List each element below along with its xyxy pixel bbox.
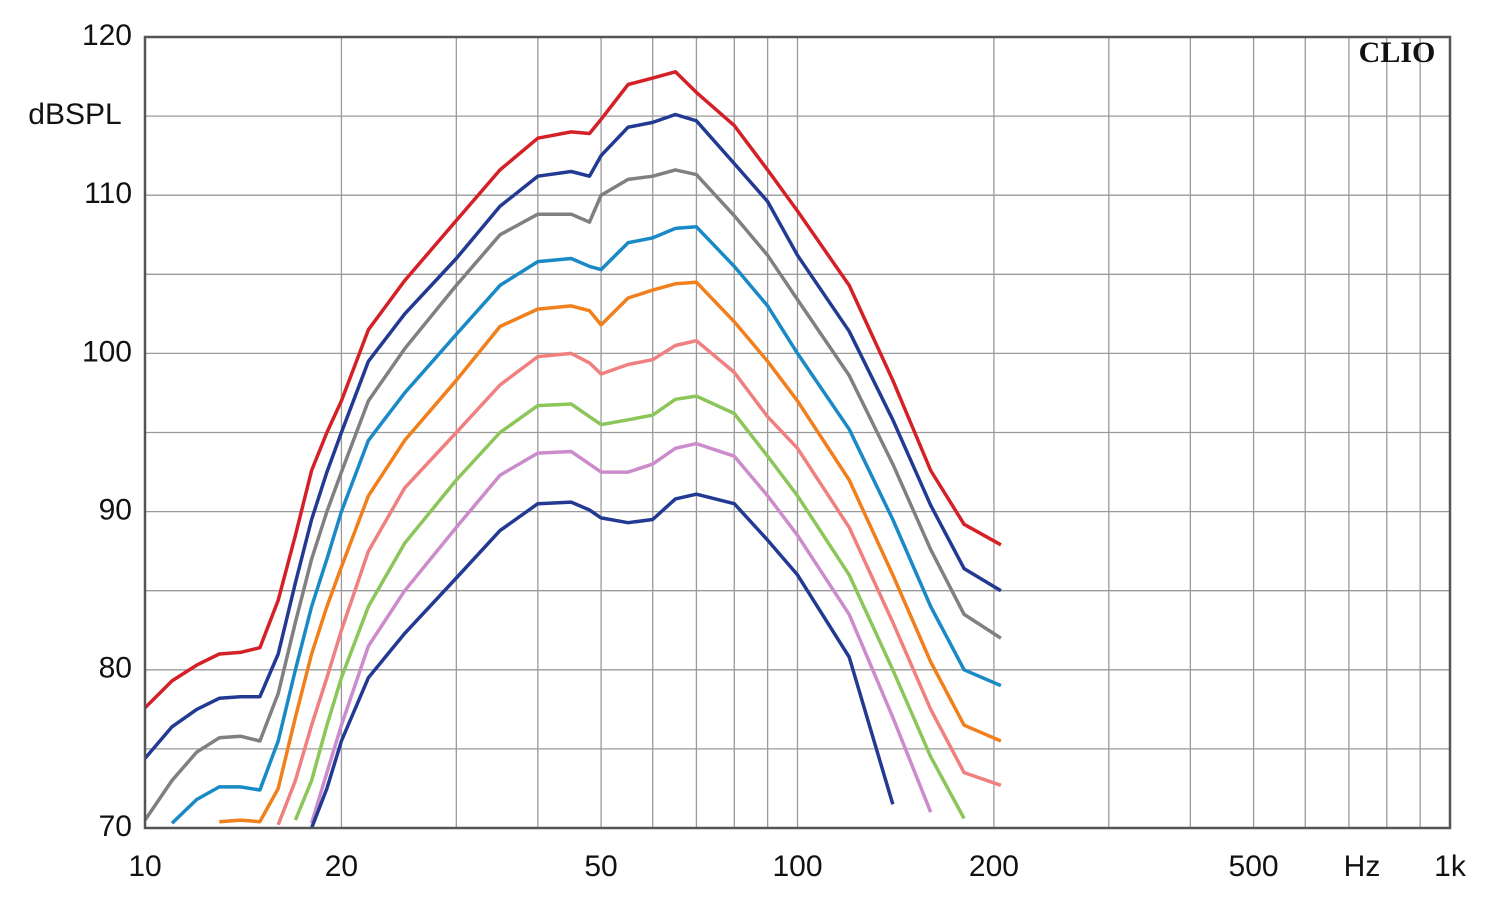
response-curve xyxy=(276,338,1002,826)
response-curve xyxy=(219,280,1002,824)
y-tick-label: 110 xyxy=(84,177,132,210)
x-axis-label: Hz xyxy=(1344,850,1381,883)
y-tick-label: 100 xyxy=(82,335,132,368)
x-tick-label: 1k xyxy=(1434,850,1467,883)
response-curve xyxy=(145,168,1002,822)
x-tick-label: 200 xyxy=(969,850,1019,883)
x-tick-label: 500 xyxy=(1229,850,1279,883)
response-curve xyxy=(170,225,1002,825)
response-curve xyxy=(309,441,933,824)
y-tick-label: 80 xyxy=(99,652,132,685)
y-tick-label: 70 xyxy=(99,810,132,843)
response-curve xyxy=(145,70,1002,710)
x-tick-label: 50 xyxy=(584,850,617,883)
response-curve xyxy=(145,112,1002,760)
response-curve xyxy=(309,492,895,828)
response-curve xyxy=(293,394,966,821)
y-tick-label: 90 xyxy=(99,494,132,527)
x-tick-label: 100 xyxy=(772,850,822,883)
curves xyxy=(145,70,1002,828)
x-tick-label: 10 xyxy=(128,850,161,883)
y-tick-label: 120 xyxy=(82,19,132,52)
y-axis-label: dBSPL xyxy=(28,98,121,131)
x-tick-label: 20 xyxy=(325,850,358,883)
clio-logo: CLIO xyxy=(1359,36,1436,69)
plot-frame xyxy=(143,35,1452,830)
